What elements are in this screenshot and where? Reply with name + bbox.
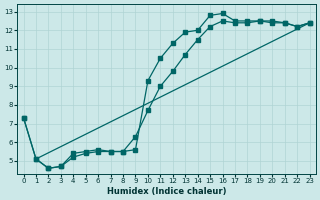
X-axis label: Humidex (Indice chaleur): Humidex (Indice chaleur) <box>107 187 226 196</box>
